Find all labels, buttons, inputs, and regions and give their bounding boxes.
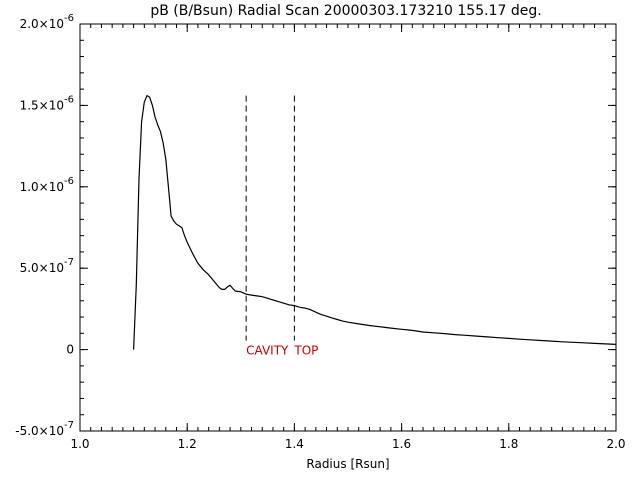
y-tick-label: 0 bbox=[66, 343, 74, 357]
x-axis: 1.0 1.2 1.4 1.6 1.8 2.0 bbox=[70, 24, 626, 451]
marker-label-cavity: CAVITY bbox=[246, 344, 289, 358]
x-tick-label: 1.4 bbox=[285, 437, 304, 451]
x-tick-label: 1.2 bbox=[178, 437, 197, 451]
x-axis-label: Radius [Rsun] bbox=[306, 457, 389, 471]
chart-title: pB (B/Bsun) Radial Scan 20000303.173210 … bbox=[150, 3, 541, 19]
y-tick-label: 1.5×10-6 bbox=[20, 94, 74, 112]
x-tick-label: 1.6 bbox=[392, 437, 411, 451]
cavity-markers: CAVITY TOP bbox=[245, 95, 318, 358]
plot-frame bbox=[79, 23, 617, 432]
series-line-0 bbox=[133, 94, 617, 350]
x-tick-label: 2.0 bbox=[606, 437, 625, 451]
x-tick-label: 1.8 bbox=[499, 437, 518, 451]
y-tick-label: 2.0×10-6 bbox=[20, 13, 74, 31]
series-group bbox=[133, 94, 617, 350]
x-tick-label: 1.0 bbox=[70, 437, 89, 451]
marker-label-top: TOP bbox=[293, 344, 318, 358]
y-tick-label: 5.0×10-7 bbox=[20, 257, 74, 275]
y-axis: -5.0×10-7 0 5.0×10-7 1.0×10-6 1.5×10-6 2.0×10… bbox=[15, 13, 616, 438]
y-tick-label: -5.0×10-7 bbox=[15, 420, 74, 438]
y-tick-label: 1.0×10-6 bbox=[20, 176, 74, 194]
